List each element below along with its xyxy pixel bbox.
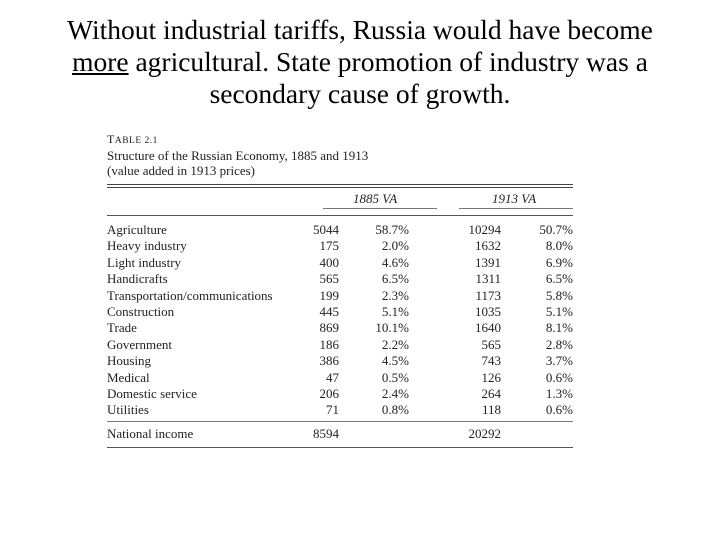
title-line-1: Without industrial tariffs, Russia would… — [67, 14, 653, 45]
row-value-1885: 186 — [319, 336, 340, 352]
row-name: Housing — [107, 353, 152, 369]
row-name: Handicrafts — [107, 271, 168, 287]
row-value-1913: 565 — [481, 336, 502, 352]
table-row: Medical 47 0.5% 126 0.6% — [107, 370, 573, 386]
table-top-rule — [107, 184, 573, 188]
row-share-1913: 3.7% — [545, 353, 573, 369]
row-name: Utilities — [107, 402, 149, 418]
row-share-1885: 2.2% — [381, 336, 409, 352]
row-value-1885: 400 — [319, 254, 340, 270]
table-row: Handicrafts 565 6.5% 1311 6.5% — [107, 271, 573, 287]
row-name: Agriculture — [107, 222, 167, 237]
row-value-1885: 565 — [319, 271, 340, 287]
table-row: Transportation/communications 199 2.3% 1173… — [107, 288, 573, 304]
table-label: TABLE 2.1 — [107, 133, 573, 148]
row-value-1913: 1035 — [475, 303, 501, 319]
row-share-1885: 2.4% — [381, 385, 409, 401]
row-value-1913: 1632 — [475, 238, 501, 254]
row-share-1885: 4.5% — [381, 353, 409, 369]
slide-title: Without industrial tariffs, Russia would… — [0, 14, 720, 110]
row-value-1913: 1173 — [475, 287, 501, 303]
column-headers: 1885 VA 1913 VA — [107, 188, 573, 208]
row-share-1913: 5.1% — [545, 303, 573, 319]
column-header-1913: 1913 VA — [492, 191, 537, 206]
row-value-1885: 47 — [326, 369, 339, 385]
row-share-1913: 50.7% — [539, 222, 573, 237]
total-label: National income — [107, 425, 194, 441]
total-row: National income 8594 20292 — [107, 426, 573, 444]
rule-1885 — [323, 208, 437, 209]
table-row: Housing 386 4.5% 743 3.7% — [107, 353, 573, 369]
row-share-1913: 8.0% — [545, 238, 573, 254]
row-share-1913: 0.6% — [545, 369, 573, 385]
row-share-1913: 8.1% — [545, 320, 573, 336]
row-value-1885: 445 — [319, 303, 340, 319]
row-value-1885: 206 — [319, 385, 340, 401]
title-line-2: more agricultural. State promotion of in… — [0, 46, 720, 78]
row-value-1885: 199 — [319, 287, 340, 303]
row-value-1885: 869 — [319, 320, 340, 336]
row-name: Heavy industry — [107, 238, 187, 254]
title-line-2-rest: agricultural. State promotion of industr… — [128, 46, 648, 77]
table-row: Light industry 400 4.6% 1391 6.9% — [107, 255, 573, 271]
total-1885: 8594 — [313, 425, 339, 441]
row-value-1913: 1311 — [475, 271, 501, 287]
total-rule — [107, 420, 573, 422]
row-value-1913: 743 — [481, 353, 502, 369]
row-share-1913: 5.8% — [545, 287, 573, 303]
row-value-1885: 71 — [326, 402, 339, 418]
title-line-3: secondary cause of growth. — [209, 78, 511, 109]
row-value-1913: 118 — [481, 402, 501, 418]
row-name: Trade — [107, 320, 137, 336]
row-value-1885: 175 — [319, 238, 340, 254]
row-value-1885: 386 — [319, 353, 340, 369]
table-row: Utilities 71 0.8% 118 0.6% — [107, 402, 573, 418]
table-row: Construction 445 5.1% 1035 5.1% — [107, 304, 573, 320]
row-share-1885: 0.5% — [381, 369, 409, 385]
rule-1913 — [459, 208, 573, 209]
row-share-1913: 6.5% — [545, 271, 573, 287]
column-header-1885: 1885 VA — [353, 191, 398, 206]
table-body: Agriculture 5044 58.7% 10294 50.7% Heavy indu… — [107, 222, 573, 419]
column-header-rules — [107, 208, 573, 209]
total-1913: 20292 — [468, 425, 502, 441]
table-row: Domestic service 206 2.4% 264 1.3% — [107, 386, 573, 402]
table-bottom-rule — [107, 446, 573, 448]
row-share-1885: 0.8% — [381, 402, 409, 418]
row-share-1885: 2.3% — [381, 287, 409, 303]
row-share-1913: 0.6% — [545, 402, 573, 418]
table-row: Heavy industry 175 2.0% 1632 8.0% — [107, 238, 573, 254]
row-value-1913: 1391 — [475, 254, 501, 270]
row-share-1885: 5.1% — [381, 303, 409, 319]
table-caption: Structure of the Russian Economy, 1885 a… — [107, 148, 369, 163]
row-value-1913: 126 — [481, 369, 502, 385]
table-row: Trade 869 10.1% 1640 8.1% — [107, 320, 573, 336]
row-name: Domestic service — [107, 385, 197, 401]
row-share-1885: 4.6% — [381, 254, 409, 270]
table-subcaption: (value added in 1913 prices) — [107, 163, 256, 178]
row-share-1913: 1.3% — [545, 385, 573, 401]
table-label-rest: ABLE 2.1 — [114, 136, 158, 146]
row-share-1885: 6.5% — [381, 271, 409, 287]
row-share-1885: 58.7% — [375, 222, 409, 237]
row-share-1885: 10.1% — [375, 320, 409, 336]
table-row: Government 186 2.2% 565 2.8% — [107, 337, 573, 353]
row-value-1913: 10294 — [468, 222, 502, 237]
row-value-1913: 1640 — [475, 320, 501, 336]
table-row: Agriculture 5044 58.7% 10294 50.7% — [107, 222, 573, 238]
row-name: Light industry — [107, 254, 182, 270]
row-share-1885: 2.0% — [381, 238, 409, 254]
row-name: Medical — [107, 369, 150, 385]
row-value-1885: 5044 — [313, 222, 339, 237]
row-name: Construction — [107, 303, 175, 319]
title-underlined-word: more — [72, 46, 129, 77]
row-name: Transportation/communications — [107, 287, 273, 303]
row-name: Government — [107, 336, 172, 352]
row-value-1913: 264 — [481, 385, 502, 401]
row-share-1913: 6.9% — [545, 254, 573, 270]
table-label-initial: T — [107, 132, 115, 146]
economy-table: TABLE 2.1 Structure of the Russian Econo… — [107, 133, 573, 448]
header-bottom-rule — [107, 215, 573, 216]
row-share-1913: 2.8% — [545, 336, 573, 352]
